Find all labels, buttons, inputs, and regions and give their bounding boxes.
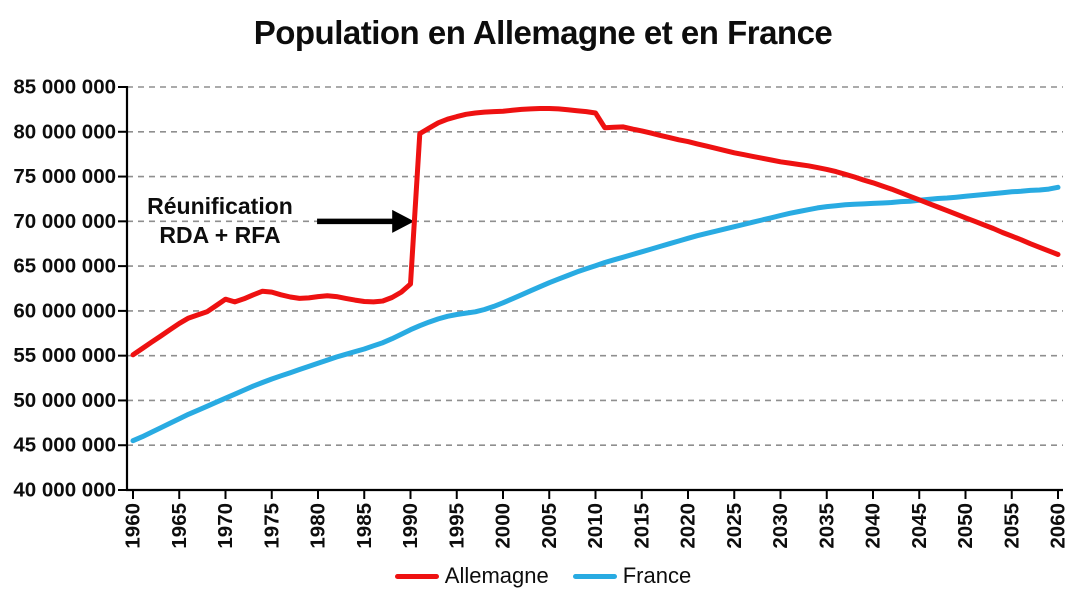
x-tick-label: 1965 [168, 503, 191, 549]
y-tick-label: 60 000 000 [13, 299, 116, 322]
x-tick-label: 1990 [399, 503, 422, 549]
x-tick-label: 1980 [307, 503, 330, 549]
legend-item-france: France [572, 563, 692, 589]
chart-legend: Allemagne France [0, 563, 1086, 589]
x-tick-label: 1975 [260, 503, 283, 549]
x-tick-label: 1985 [353, 503, 376, 549]
annotation-line-2: RDA + RFA [159, 222, 281, 248]
series-line-france [130, 184, 1061, 444]
x-tick-label: 2040 [862, 503, 885, 549]
x-tick-label: 2025 [723, 503, 746, 549]
chart-title: Population en Allemagne et en France [253, 14, 833, 51]
reunification-annotation: Réunification RDA + RFA [106, 192, 334, 250]
y-tick-label: 45 000 000 [13, 434, 116, 457]
x-tick-label: 1995 [445, 503, 468, 549]
y-tick-label: 40 000 000 [13, 479, 116, 502]
x-tick-label: 2055 [1000, 503, 1023, 549]
y-tick-label: 55 000 000 [13, 344, 116, 367]
y-tick-label: 50 000 000 [13, 389, 116, 412]
x-tick-label: 2030 [769, 503, 792, 549]
legend-label-allemagne: Allemagne [444, 563, 549, 588]
x-tick-label: 2045 [908, 503, 931, 549]
allemagne-line-swatch-icon [394, 573, 439, 579]
x-tick-label: 2010 [584, 503, 607, 549]
annotation-arrow-head-icon [392, 209, 415, 233]
y-tick-label: 80 000 000 [13, 120, 116, 143]
y-tick-label: 65 000 000 [13, 255, 116, 278]
x-tick-label: 2000 [492, 503, 515, 549]
series-line-allemagne [130, 106, 1061, 358]
y-tick-label: 85 000 000 [13, 76, 116, 99]
x-tick-label: 2020 [677, 503, 700, 549]
y-tick-label: 75 000 000 [13, 165, 116, 188]
legend-label-france: France [622, 563, 692, 588]
y-tick-label: 70 000 000 [13, 210, 116, 233]
x-tick-label: 2060 [1047, 503, 1070, 549]
x-tick-label: 1960 [122, 503, 145, 549]
x-tick-label: 1970 [214, 503, 237, 549]
x-tick-label: 2015 [630, 503, 653, 549]
annotation-line-1: Réunification [147, 193, 293, 219]
france-line-swatch-icon [572, 573, 617, 579]
x-tick-label: 2005 [538, 503, 561, 549]
x-tick-label: 2035 [815, 503, 838, 549]
x-tick-label: 2050 [954, 503, 977, 549]
legend-item-allemagne: Allemagne [394, 563, 549, 589]
